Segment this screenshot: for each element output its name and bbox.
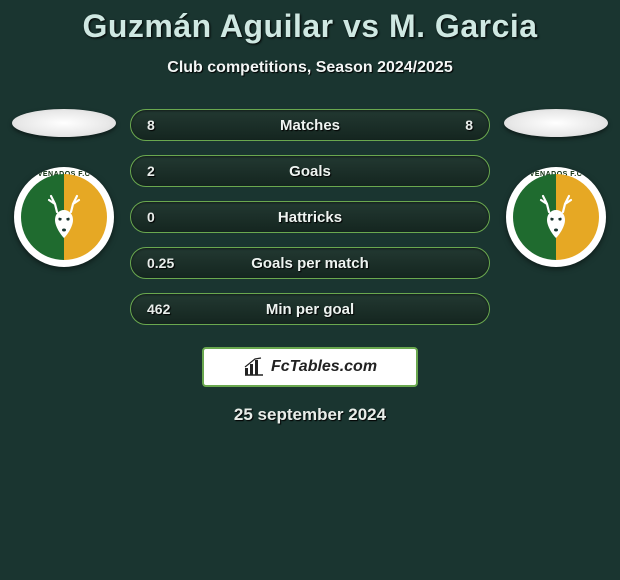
left-player-column: VENADOS F.C — [10, 109, 118, 267]
stat-row-matches: 8 Matches 8 — [130, 109, 490, 141]
deer-icon — [37, 190, 91, 244]
date-text: 25 september 2024 — [0, 405, 620, 425]
crest-inner — [21, 174, 107, 260]
stat-label: Min per goal — [195, 301, 425, 318]
deer-icon — [529, 190, 583, 244]
club-crest-right: VENADOS F.C — [506, 167, 606, 267]
player-photo-placeholder-right — [504, 109, 608, 137]
stats-list: 8 Matches 8 2 Goals 0 Hattricks 0.25 Goa… — [130, 109, 490, 325]
crest-inner — [513, 174, 599, 260]
brand-box[interactable]: FcTables.com — [202, 347, 418, 387]
right-player-column: VENADOS F.C — [502, 109, 610, 267]
stat-row-hattricks: 0 Hattricks — [130, 201, 490, 233]
stat-left-value: 2 — [147, 163, 195, 179]
stat-left-value: 0 — [147, 209, 195, 225]
stat-label: Goals per match — [195, 255, 425, 272]
stat-label: Hattricks — [195, 209, 425, 226]
stat-row-goals-per-match: 0.25 Goals per match — [130, 247, 490, 279]
stat-left-value: 8 — [147, 117, 195, 133]
stat-label: Goals — [195, 163, 425, 180]
subtitle: Club competitions, Season 2024/2025 — [0, 59, 620, 77]
bar-chart-icon — [243, 356, 265, 378]
brand-text: FcTables.com — [271, 358, 377, 376]
page-title: Guzmán Aguilar vs M. Garcia — [0, 8, 620, 45]
player-photo-placeholder-left — [12, 109, 116, 137]
stat-row-goals: 2 Goals — [130, 155, 490, 187]
stat-left-value: 0.25 — [147, 255, 195, 271]
comparison-card: Guzmán Aguilar vs M. Garcia Club competi… — [0, 0, 620, 425]
stat-row-min-per-goal: 462 Min per goal — [130, 293, 490, 325]
stat-right-value: 8 — [425, 117, 473, 133]
main-row: VENADOS F.C 8 Matches 8 — [0, 109, 620, 325]
club-crest-left: VENADOS F.C — [14, 167, 114, 267]
stat-label: Matches — [195, 117, 425, 134]
stat-left-value: 462 — [147, 301, 195, 317]
